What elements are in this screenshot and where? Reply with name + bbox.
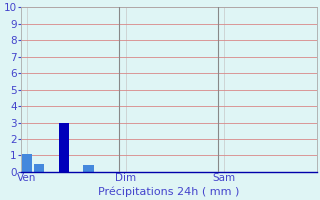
Bar xyxy=(34,164,44,172)
Bar xyxy=(22,154,32,172)
Bar xyxy=(83,165,94,172)
Bar xyxy=(59,123,69,172)
X-axis label: Précipitations 24h ( mm ): Précipitations 24h ( mm ) xyxy=(98,186,239,197)
